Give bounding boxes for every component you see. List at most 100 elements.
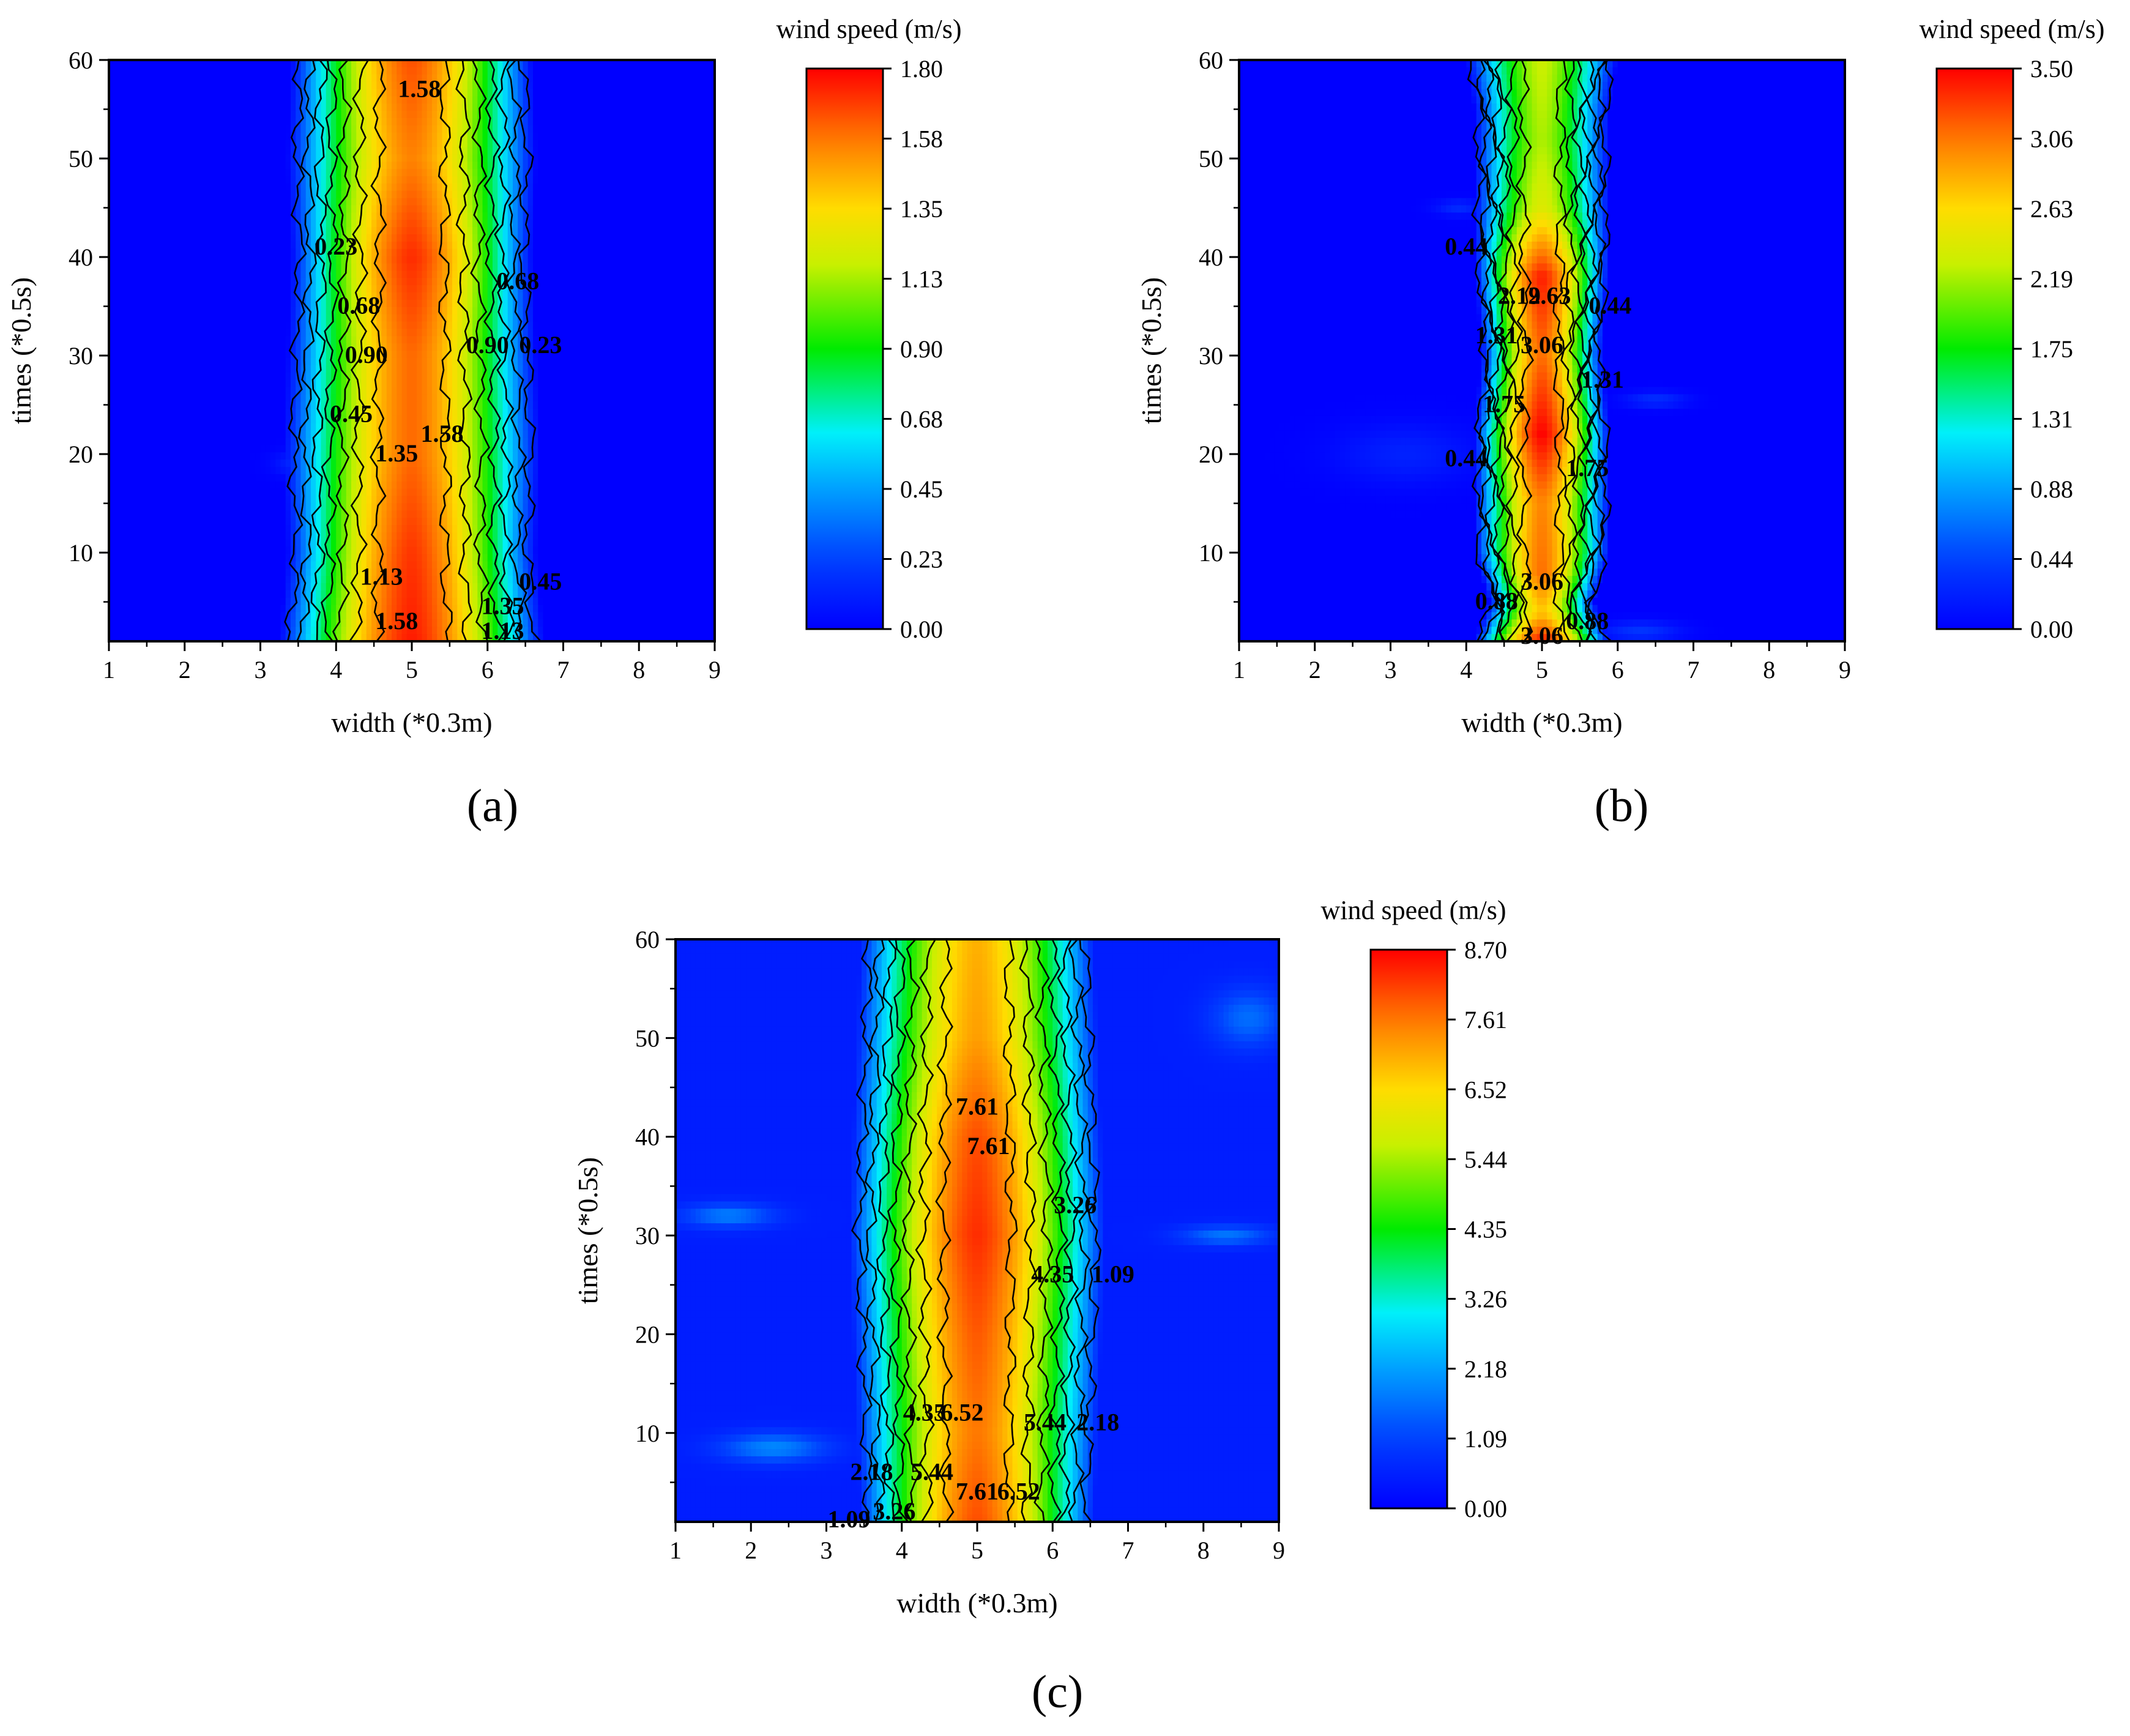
contour-line [284,60,307,641]
contour-line [494,60,515,641]
colorbar-tick-label: 4.35 [1464,1216,1507,1243]
contour-label: 1.75 [1566,454,1609,482]
contour-label: 4.35 [1031,1261,1074,1288]
contour-label: 1.13 [360,562,403,590]
x-tick-label: 4 [1460,656,1472,684]
colorbar: 3.50 3.06 2.63 2.19 1.75 1.31 0.88 0.44 0.00 wind… [1919,14,2104,643]
colorbar-gradient [805,67,884,630]
x-tick-label: 5 [971,1537,983,1564]
contour-line [1047,939,1069,1522]
y-tick-label: 60 [1199,47,1223,74]
x-tick-label: 7 [1122,1537,1134,1564]
x-tick-label: 1 [1233,656,1245,684]
panel-caption-a: (a) [467,780,518,832]
contour-line [915,939,936,1522]
contour-label: 3.06 [1521,331,1563,359]
contour-lines [851,939,1102,1522]
contour-label: 0.90 [466,331,509,359]
y-axis-label: times (*0.5s) [572,1157,603,1304]
contour-label: 2.18 [1076,1409,1119,1436]
panel-caption-b: (b) [1595,780,1649,832]
colorbar-tick-label: 1.31 [2030,406,2073,433]
colorbar-title: wind speed (m/s) [1919,14,2104,44]
colorbar: 8.70 7.61 6.52 5.44 4.35 3.26 2.18 1.09 0.00 wind… [1320,895,1507,1522]
contour-label: 6.52 [940,1399,983,1426]
y-tick-label: 40 [1199,244,1223,271]
heatmap-field [109,60,715,641]
colorbar-tick-label: 6.52 [1464,1076,1507,1103]
colorbar-tick-label: 0.88 [2030,475,2073,503]
y-tick-label: 30 [635,1222,660,1250]
colorbar-tick-label: 0.23 [900,546,943,573]
colorbar-tick-label: 3.06 [2030,125,2073,153]
colorbar-tick-label: 3.50 [2030,55,2073,83]
contour-label: 1.35 [375,439,418,467]
contour-line [1019,939,1038,1522]
contour-lines [1467,60,1614,641]
contour-label: 0.44 [1445,444,1488,472]
colorbar-tick-label: 1.75 [2030,335,2073,363]
y-tick-label: 10 [635,1420,660,1447]
y-tick-label: 40 [635,1123,660,1151]
colorbar-tick-label: 0.68 [900,406,943,433]
x-tick-label: 8 [1197,1537,1210,1564]
x-tick-label: 6 [1612,656,1624,684]
y-tick-label: 50 [635,1024,660,1052]
contour-label: 0.90 [345,341,388,368]
contour-label: 1.31 [1581,365,1624,393]
contour-line [296,60,317,641]
x-tick-label: 9 [1839,656,1851,684]
contour-line [332,60,354,641]
colorbar-tick-label: 8.70 [1464,936,1507,964]
y-tick-label: 20 [1199,441,1223,468]
contour-line [1486,60,1510,641]
colorbar-tick-label: 1.80 [900,55,943,83]
contour-label: 0.23 [315,233,357,260]
colorbar-gradient [1935,67,2014,630]
contour-line [310,60,328,641]
y-tick-label: 10 [69,539,93,567]
contour-label: 0.88 [1475,587,1518,615]
x-tick-label: 7 [1688,656,1700,684]
colorbar: 1.80 1.58 1.35 1.13 0.90 0.68 0.45 0.23 0.00 wind… [776,14,961,643]
x-tick-label: 7 [557,656,570,684]
contour-label: 0.44 [1588,292,1631,319]
contour-label: 7.61 [956,1478,999,1505]
contour-line [887,939,909,1522]
colorbar-tick-label: 3.26 [1464,1286,1507,1313]
contour-line [1033,939,1054,1522]
contour-label: 1.58 [421,420,464,447]
contour-label: 3.26 [1054,1191,1097,1219]
contour-line [1476,60,1503,641]
x-tick-label: 6 [1046,1537,1059,1564]
x-tick-label: 4 [330,656,342,684]
x-axis-label: width (*0.3m) [331,707,492,738]
contour-label: 3.06 [1521,567,1563,595]
contour-label: 0.45 [330,400,373,428]
contour-label: 5.44 [910,1458,953,1485]
contour-line [1002,939,1018,1522]
x-tick-label: 1 [103,656,115,684]
y-tick-label: 50 [69,145,93,173]
contour-line [1494,60,1520,641]
contour-line [1467,60,1499,641]
colorbar-tick-label: 0.90 [900,335,943,363]
contour-label: 3.26 [873,1497,915,1525]
contour-line [1068,939,1091,1522]
x-tick-label: 5 [1536,656,1548,684]
contour-label: 2.18 [850,1458,893,1485]
y-tick-label: 60 [69,47,93,74]
contour-label: 1.58 [398,75,441,102]
x-tick-label: 1 [669,1537,682,1564]
y-tick-label: 20 [635,1321,660,1348]
contour-line [370,60,387,641]
contour-line [470,60,491,641]
contour-label: 0.23 [519,331,562,359]
panel-caption-c: (c) [1032,1666,1083,1718]
contour-line [321,60,340,641]
contour-line [876,939,896,1522]
contour-label: 7.61 [956,1092,999,1120]
contour-label: 5.44 [1024,1409,1067,1436]
colorbar-gradient [1369,948,1448,1510]
x-tick-label: 2 [1309,656,1321,684]
